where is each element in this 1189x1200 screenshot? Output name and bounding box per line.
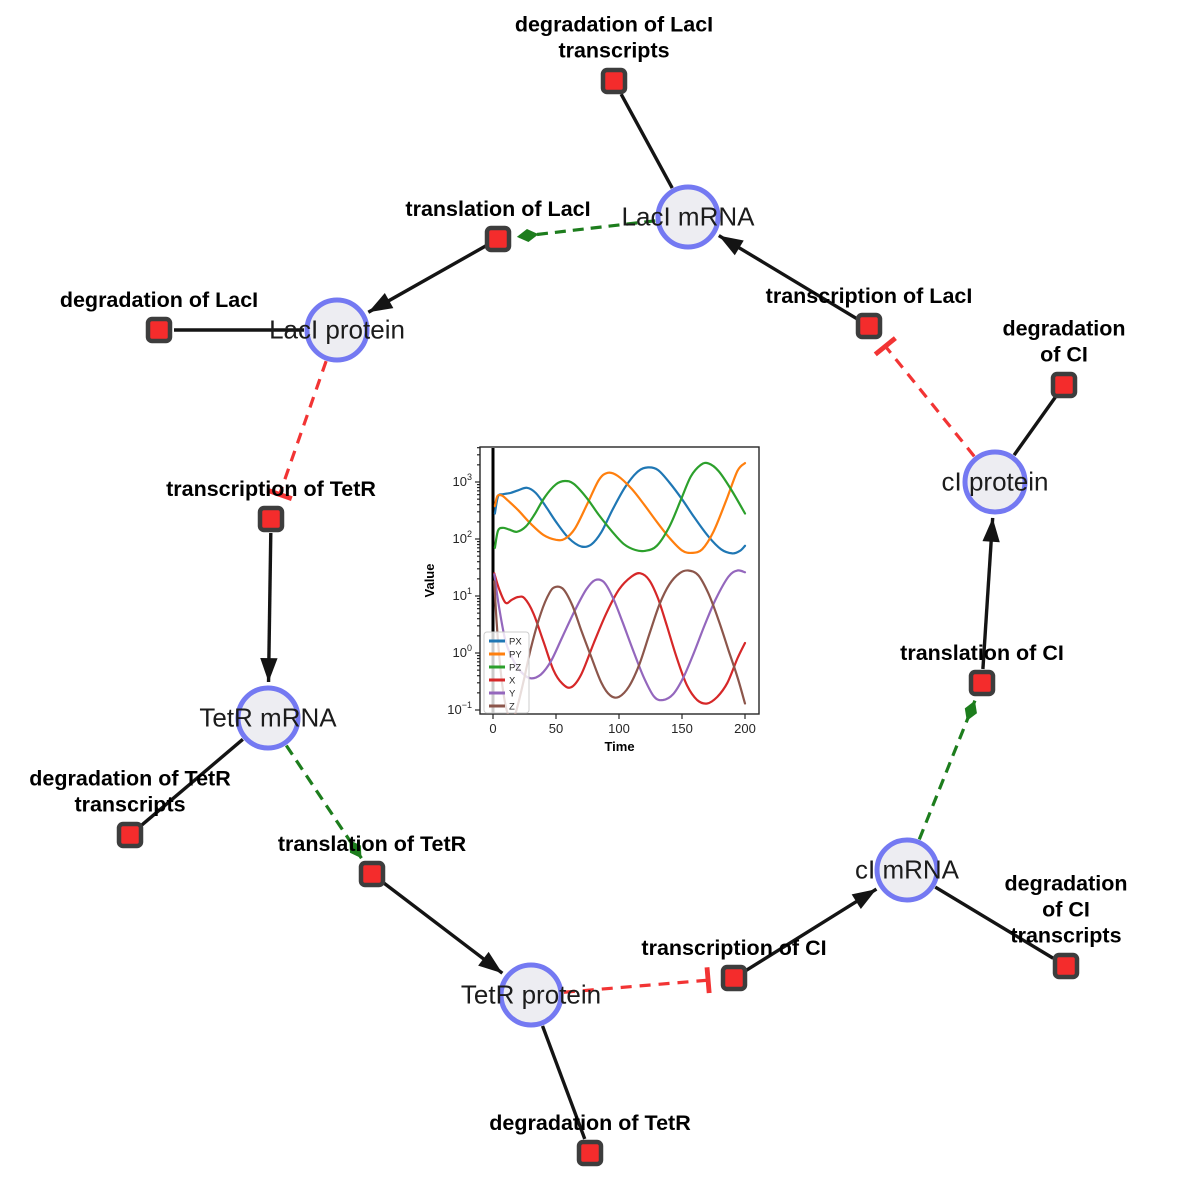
reaction-node-transl_tetR[interactable]	[358, 860, 386, 888]
x-tick-label: 150	[671, 721, 693, 736]
reaction-node-deg_lacI_tx[interactable]	[600, 67, 628, 95]
product-edge-txn_tetR--tetR_mRNA	[260, 532, 278, 683]
reaction-node-deg_lacI[interactable]	[145, 316, 173, 344]
product-edge-transl_cI--cI_protein	[981, 517, 1000, 670]
legend-label-Z: Z	[509, 702, 515, 713]
x-tick-label: 50	[549, 721, 563, 736]
product-edge-txn_cI--cI_mRNA	[744, 887, 878, 973]
modifier-edge-tetR_mRNA--transl_tetR	[284, 744, 363, 860]
nodes-layer	[116, 67, 1080, 1167]
reaction-node-deg_tetR_tx[interactable]	[116, 821, 144, 849]
species-node-cI_mRNA[interactable]	[874, 837, 940, 903]
inset-timecourse-chart: 0 50 100 150 20010310210110010−1TimeValuePXP…	[422, 446, 760, 754]
reaction-node-txn_lacI[interactable]	[855, 312, 883, 340]
legend-label-X: X	[509, 676, 516, 687]
y-tick-label: 103	[453, 472, 472, 489]
y-axis-title: Value	[422, 564, 437, 598]
reaction-node-deg_tetR[interactable]	[576, 1139, 604, 1167]
y-tick-label: 102	[453, 529, 472, 546]
modifier-edge-lacI_mRNA--transl_lacI	[516, 219, 656, 243]
species-node-tetR_protein[interactable]	[498, 962, 564, 1028]
reactant-edge-lacI_mRNA--deg_lacI_tx	[619, 93, 674, 189]
x-tick-label: 0	[489, 721, 496, 736]
reaction-node-transl_cI[interactable]	[968, 669, 996, 697]
x-axis-title: Time	[604, 739, 634, 754]
product-edge-transl_tetR--tetR_protein	[382, 881, 504, 975]
legend-label-Y: Y	[509, 689, 516, 700]
reaction-node-deg_cI_tx[interactable]	[1052, 952, 1080, 980]
x-tick-label: 200	[734, 721, 756, 736]
y-tick-label: 10−1	[447, 700, 472, 717]
species-node-tetR_mRNA[interactable]	[235, 685, 301, 751]
x-tick-label: 100	[608, 721, 630, 736]
reactant-edge-cI_protein--deg_cI	[1012, 396, 1057, 457]
y-tick-label: 101	[453, 586, 472, 603]
chart-legend: PX PY PZ XYZ	[483, 631, 530, 714]
species-node-cI_protein[interactable]	[962, 449, 1028, 515]
reaction-node-transl_lacI[interactable]	[484, 225, 512, 253]
reaction-node-txn_tetR[interactable]	[257, 505, 285, 533]
reactant-edge-tetR_protein--deg_tetR	[540, 1025, 587, 1140]
series-line-PY	[493, 462, 747, 555]
inhibition-edge-tetR_protein--txn_cI	[563, 967, 712, 994]
product-edge-txn_lacI--lacI_mRNA	[717, 234, 858, 321]
reaction-node-txn_cI[interactable]	[720, 964, 748, 992]
series-line-X	[493, 572, 747, 705]
series-line-Z	[493, 569, 747, 714]
y-tick-label: 100	[453, 643, 472, 660]
edges-layer	[140, 93, 1057, 1140]
inhibition-edge-lacI_protein--txn_tetR	[266, 360, 328, 502]
reactant-edge-tetR_mRNA--deg_tetR_tx	[140, 738, 244, 827]
species-node-lacI_mRNA[interactable]	[655, 184, 721, 250]
series-line-PX	[493, 466, 747, 555]
inhibition-edge-cI_protein--txn_lacI	[873, 336, 976, 458]
series-line-PZ	[493, 461, 747, 553]
reactant-edge-cI_mRNA--deg_cI_tx	[934, 885, 1055, 960]
legend-label-PZ: PZ	[509, 663, 521, 674]
product-edge-transl_lacI--lacI_protein	[367, 244, 487, 314]
legend-label-PY: PY	[509, 650, 522, 661]
legend-label-PX: PX	[509, 637, 522, 648]
modifier-edge-cI_mRNA--transl_cI	[917, 700, 977, 840]
reaction-node-deg_cI[interactable]	[1050, 371, 1078, 399]
species-node-lacI_protein[interactable]	[304, 297, 370, 363]
